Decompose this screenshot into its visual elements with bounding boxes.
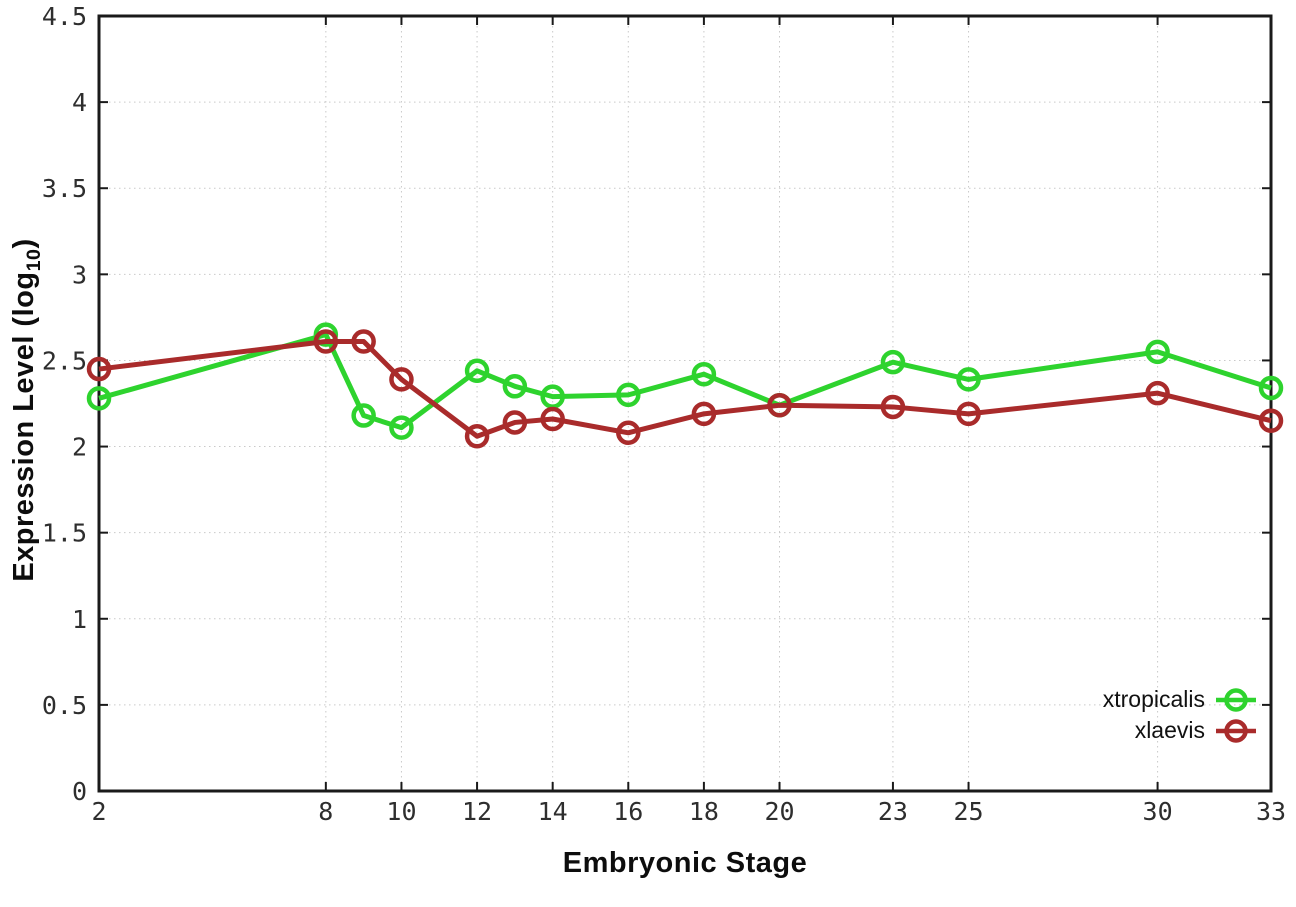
data-point-xlaevis: [351, 329, 376, 354]
legend-swatch-xtropicalis: [1216, 687, 1256, 712]
legend-label-xlaevis: xlaevis: [1134, 717, 1205, 743]
data-point-xtropicalis: [540, 384, 565, 409]
data-point-xlaevis: [389, 367, 414, 392]
x-tick-label: 33: [1256, 797, 1286, 826]
data-point-xlaevis: [86, 356, 112, 382]
x-axis-title: Embryonic Stage: [562, 847, 808, 879]
series-line-xlaevis: [98, 339, 1272, 439]
data-point-xlaevis: [616, 420, 641, 446]
y-tick-label: 4: [72, 88, 87, 117]
data-point-xtropicalis: [616, 382, 641, 408]
legend: xtropicalis xlaevis: [1103, 684, 1258, 746]
x-tick-label: 18: [689, 797, 719, 826]
legend-item-xtropicalis: xtropicalis: [1103, 684, 1258, 715]
data-point-xlaevis: [691, 401, 717, 427]
y-tick-label: 1.5: [42, 519, 87, 548]
legend-point-sample-icon: [1224, 718, 1248, 743]
data-point-xtropicalis: [351, 403, 376, 428]
series-line-xtropicalis: [98, 332, 1272, 431]
data-point-xtropicalis: [691, 361, 717, 387]
data-point-xtropicalis: [389, 415, 414, 440]
y-axis-title-subscript: 10: [22, 248, 45, 272]
y-tick-label: 3.5: [42, 174, 87, 203]
y-axis-title-text: Expression Level (log: [8, 271, 41, 582]
plot-border: [97, 14, 1273, 793]
y-tick-label: 0.5: [42, 691, 87, 720]
data-point-xtropicalis: [464, 358, 490, 384]
data-point-xlaevis: [540, 406, 565, 432]
data-point-xlaevis: [502, 410, 528, 435]
x-tick-label: 23: [878, 797, 908, 826]
x-tick-label: 30: [1143, 797, 1173, 826]
x-tick-label: 2: [91, 797, 106, 826]
y-tick-label: 3: [72, 260, 87, 289]
x-tick-label: 25: [953, 797, 983, 826]
y-axis-title: Expression Level (log10): [8, 238, 46, 581]
data-point-xtropicalis: [1258, 375, 1284, 401]
data-point-xlaevis: [767, 392, 792, 418]
x-tick-label: 20: [764, 797, 794, 826]
data-point-xtropicalis: [502, 374, 528, 399]
data-point-xlaevis: [464, 423, 490, 449]
data-point-xlaevis: [313, 329, 339, 354]
data-point-xlaevis: [956, 401, 981, 427]
y-tick-label: 1: [72, 605, 87, 634]
legend-swatch-xlaevis: [1216, 718, 1256, 743]
data-point-xlaevis: [1258, 408, 1284, 433]
x-tick-label: 12: [462, 797, 492, 826]
legend-label-xtropicalis: xtropicalis: [1102, 686, 1205, 712]
x-tick-label: 8: [318, 797, 333, 826]
y-tick-label: 2.5: [42, 346, 87, 375]
data-point-xlaevis: [880, 394, 906, 420]
x-tick-label: 14: [538, 797, 568, 826]
y-tick-label: 4.5: [42, 2, 87, 31]
data-point-xlaevis: [1145, 380, 1170, 406]
y-axis-title-suffix: ): [8, 238, 41, 249]
legend-item-xlaevis: xlaevis: [1135, 715, 1258, 746]
data-point-xtropicalis: [956, 367, 981, 392]
x-tick-label: 16: [613, 797, 643, 826]
data-point-xtropicalis: [1145, 339, 1170, 365]
y-tick-label: 2: [72, 433, 87, 462]
data-point-xtropicalis: [880, 349, 906, 375]
x-tick-label: 10: [386, 797, 416, 826]
y-tick-label: 0: [72, 777, 87, 806]
legend-point-sample-icon: [1224, 687, 1248, 712]
data-point-xtropicalis: [86, 386, 112, 411]
